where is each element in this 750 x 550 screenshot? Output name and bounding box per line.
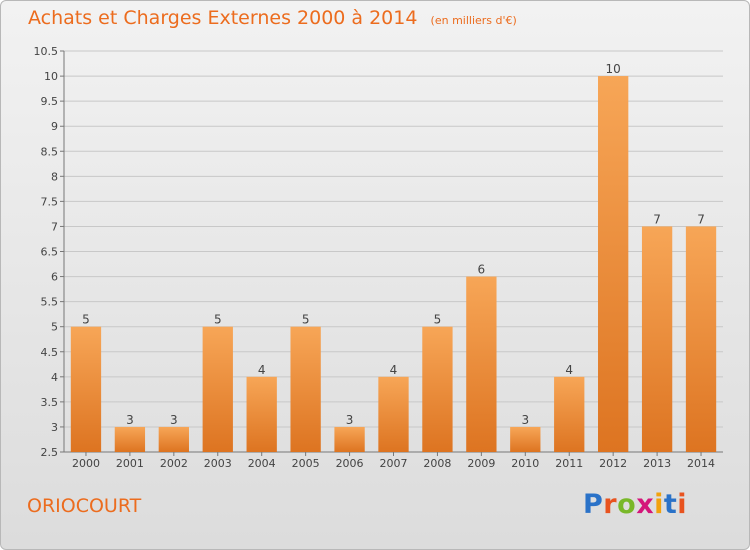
bar [378, 376, 409, 452]
bar [466, 276, 497, 452]
x-tick-label: 2006 [336, 457, 364, 470]
x-tick-label: 2014 [687, 457, 715, 470]
y-tick-label: 5 [51, 321, 58, 334]
x-tick-label: 2011 [555, 457, 583, 470]
x-tick-label: 2007 [380, 457, 408, 470]
y-tick-label: 3 [51, 421, 58, 434]
bar [246, 376, 277, 452]
x-tick-label: 2004 [248, 457, 276, 470]
y-tick-labels: 2.5 3 3.5 4 4.5 5 5.5 6 6.5 7 7.5 8 8.5 9 9.5 10 10.5 [34, 45, 59, 459]
bar [334, 426, 365, 452]
x-tick-label: 2002 [160, 457, 188, 470]
x-tick-label: 2010 [511, 457, 539, 470]
bar-value-label: 4 [565, 363, 573, 377]
bar [554, 376, 585, 452]
logo-letter: i [677, 489, 688, 520]
bar [510, 426, 541, 452]
y-tick-label: 7.5 [41, 195, 59, 208]
logo-letter: t [663, 489, 678, 520]
y-tick-label: 4.5 [41, 346, 59, 359]
bar [598, 76, 629, 452]
y-tick-label: 10 [44, 70, 58, 83]
logo-letter: o [617, 489, 637, 520]
bar-value-label: 6 [478, 263, 486, 277]
bar-value-label: 5 [434, 313, 442, 327]
bar-value-label: 5 [214, 313, 222, 327]
logo-letter: r [603, 489, 618, 520]
bar [114, 426, 146, 452]
x-tick-label: 2013 [643, 457, 671, 470]
bar-value-label: 3 [521, 413, 529, 427]
x-tick-label: 2012 [599, 457, 627, 470]
bar [641, 226, 673, 452]
y-tick-label: 3.5 [41, 396, 59, 409]
bar [202, 326, 233, 452]
y-tick-label: 6 [51, 271, 58, 284]
y-tick-label: 8.5 [41, 145, 59, 158]
bar-value-label: 5 [82, 313, 90, 327]
x-tick-label: 2008 [423, 457, 451, 470]
bar-value-label: 10 [606, 62, 621, 76]
y-tick-label: 7 [51, 220, 58, 233]
y-tick-label: 9 [51, 120, 58, 133]
bar-value-label: 4 [390, 363, 398, 377]
title-text: Achats et Charges Externes 2000 à 2014 [28, 7, 418, 29]
bar-value-label: 3 [346, 413, 354, 427]
x-tick-label: 2005 [292, 457, 320, 470]
bar-value-label: 3 [126, 413, 134, 427]
bar-value-label: 7 [653, 212, 661, 226]
bar [290, 326, 321, 452]
bar [422, 326, 453, 452]
unit-text: (en milliers d'€) [430, 14, 517, 27]
logo-letter: P [583, 489, 604, 520]
bar [70, 326, 102, 452]
x-tick-label: 2003 [204, 457, 232, 470]
bar-value-label: 7 [697, 212, 705, 226]
bar-value-label: 4 [258, 363, 266, 377]
x-tick-label: 2000 [72, 457, 100, 470]
bar [685, 226, 717, 452]
y-tick-label: 5.5 [41, 296, 59, 309]
x-tick-labels: 2000 2001 2002 2003 2004 2005 2006 2007 2008 2009… [72, 452, 715, 470]
y-tick-label: 8 [51, 170, 58, 183]
y-tick-label: 9.5 [41, 95, 59, 108]
bar-value-label: 3 [170, 413, 178, 427]
bar [158, 426, 189, 452]
value-labels: 5 3 3 5 4 5 3 4 5 6 3 4 10 7 7 [82, 62, 705, 427]
x-tick-label: 2009 [467, 457, 495, 470]
y-tick-label: 6.5 [41, 246, 59, 259]
commune-name: ORIOCOURT [27, 495, 142, 517]
bars [70, 76, 717, 452]
x-tick-label: 2001 [116, 457, 144, 470]
proxiti-logo: Proxiti [583, 489, 687, 520]
logo-letter: i [654, 489, 664, 520]
y-tick-label: 4 [51, 371, 58, 384]
y-tick-label: 10.5 [34, 45, 59, 58]
y-tick-label: 2.5 [41, 446, 59, 459]
bar-value-label: 5 [302, 313, 310, 327]
logo-letter: x [636, 489, 655, 520]
chart-title: Achats et Charges Externes 2000 à 2014 (… [28, 7, 517, 29]
